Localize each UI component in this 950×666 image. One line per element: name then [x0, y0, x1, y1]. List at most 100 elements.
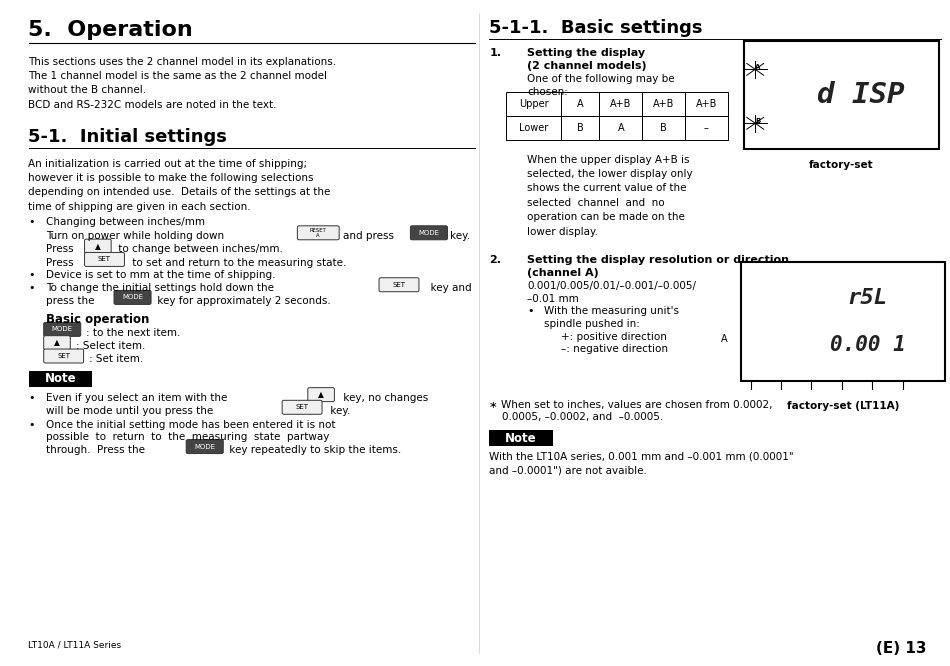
Text: key, no changes: key, no changes [340, 393, 428, 403]
Text: key for approximately 2 seconds.: key for approximately 2 seconds. [154, 296, 331, 306]
Text: (E) 13: (E) 13 [876, 641, 926, 656]
Text: One of the following may be: One of the following may be [527, 74, 674, 84]
Text: With the LT10A series, 0.001 mm and –0.001 mm (0.0001"
and –0.0001") are not ava: With the LT10A series, 0.001 mm and –0.0… [489, 452, 794, 476]
Bar [599, 92, 642, 116]
Bar [685, 116, 728, 140]
FancyBboxPatch shape [308, 388, 334, 402]
Bar [561, 92, 599, 116]
Text: will be mode until you press the: will be mode until you press the [46, 406, 213, 416]
FancyBboxPatch shape [489, 430, 553, 446]
Text: key repeatedly to skip the items.: key repeatedly to skip the items. [226, 445, 401, 455]
Text: An initialization is carried out at the time of shipping;
however it is possible: An initialization is carried out at the … [28, 159, 331, 212]
Text: SET: SET [295, 404, 309, 410]
FancyBboxPatch shape [44, 322, 81, 336]
FancyBboxPatch shape [44, 336, 70, 350]
Text: B: B [660, 123, 667, 133]
Text: Press: Press [46, 258, 73, 268]
Text: With the measuring unit's: With the measuring unit's [544, 306, 679, 316]
Text: Basic operation: Basic operation [46, 313, 149, 326]
Text: Even if you select an item with the: Even if you select an item with the [46, 393, 227, 403]
Text: A: A [618, 123, 624, 133]
Text: To change the initial settings hold down the: To change the initial settings hold down… [46, 283, 274, 293]
Bar [506, 92, 561, 116]
FancyBboxPatch shape [44, 349, 84, 363]
Text: to set and return to the measuring state.: to set and return to the measuring state… [129, 258, 347, 268]
Text: factory-set: factory-set [808, 160, 874, 170]
Text: to change between inches/mm.: to change between inches/mm. [115, 244, 283, 254]
Bar [685, 92, 728, 116]
Text: A+B: A+B [653, 99, 674, 109]
Text: A: A [578, 99, 583, 109]
FancyBboxPatch shape [282, 400, 322, 414]
Bar [744, 41, 939, 149]
FancyBboxPatch shape [114, 290, 151, 304]
FancyBboxPatch shape [85, 252, 124, 266]
Text: press the: press the [46, 296, 94, 306]
Text: 5.  Operation: 5. Operation [28, 20, 193, 40]
Text: Upper: Upper [519, 99, 549, 109]
Text: Note: Note [45, 372, 76, 386]
Text: •: • [527, 306, 534, 316]
Text: When the upper display A+B is
selected, the lower display only
shows the current: When the upper display A+B is selected, … [527, 155, 693, 236]
Text: (2 channel models): (2 channel models) [527, 61, 647, 71]
FancyBboxPatch shape [85, 239, 111, 253]
Text: ▲: ▲ [95, 242, 101, 250]
Text: 2.: 2. [489, 255, 502, 265]
Text: +: positive direction: +: positive direction [560, 332, 666, 342]
Text: •: • [28, 217, 35, 227]
Text: chosen:: chosen: [527, 87, 568, 97]
Text: Once the initial setting mode has been entered it is not: Once the initial setting mode has been e… [46, 420, 335, 430]
Text: through.  Press the: through. Press the [46, 445, 144, 455]
Text: Setting the display: Setting the display [527, 48, 645, 58]
Text: factory-set (LT11A): factory-set (LT11A) [787, 401, 900, 411]
Text: B: B [577, 123, 584, 133]
Text: LT10A / LT11A Series: LT10A / LT11A Series [28, 641, 122, 650]
Text: Note: Note [505, 432, 537, 445]
FancyBboxPatch shape [186, 440, 223, 454]
Text: 0.00 1: 0.00 1 [829, 336, 905, 356]
Text: MODE: MODE [122, 294, 143, 300]
Text: MODE: MODE [194, 444, 216, 450]
FancyBboxPatch shape [410, 226, 447, 240]
Text: RESET
A: RESET A [310, 228, 327, 238]
Text: SET: SET [98, 256, 111, 262]
Text: : to the next item.: : to the next item. [86, 328, 180, 338]
Text: –: – [704, 123, 709, 133]
Text: B: B [755, 119, 761, 125]
Text: 5-1-1.  Basic settings: 5-1-1. Basic settings [489, 19, 703, 37]
Text: ▲: ▲ [318, 390, 324, 399]
Text: key.: key. [327, 406, 351, 416]
Text: •: • [28, 393, 35, 403]
Text: : Set item.: : Set item. [89, 354, 143, 364]
Bar [642, 92, 685, 116]
Text: This sections uses the 2 channel model in its explanations.
The 1 channel model : This sections uses the 2 channel model i… [28, 57, 336, 110]
Text: –0.01 mm: –0.01 mm [527, 294, 579, 304]
Text: (channel A): (channel A) [527, 268, 599, 278]
Text: MODE: MODE [418, 230, 440, 236]
Text: Device is set to mm at the time of shipping.: Device is set to mm at the time of shipp… [46, 270, 276, 280]
Bar [741, 262, 945, 381]
Text: Changing between inches/mm: Changing between inches/mm [46, 217, 204, 227]
Text: •: • [28, 420, 35, 430]
Text: Press: Press [46, 244, 73, 254]
Text: •: • [28, 283, 35, 293]
Text: SET: SET [392, 282, 406, 288]
Text: 0.0005, –0.0002, and  –0.0005.: 0.0005, –0.0002, and –0.0005. [502, 412, 663, 422]
FancyBboxPatch shape [28, 371, 92, 387]
Text: MODE: MODE [51, 326, 73, 332]
Text: SET: SET [57, 353, 70, 359]
Text: 1.: 1. [489, 48, 502, 58]
Text: possible  to  return  to  the  measuring  state  partway: possible to return to the measuring stat… [46, 432, 329, 442]
Text: spindle pushed in:: spindle pushed in: [544, 319, 640, 329]
Text: Turn on power while holding down: Turn on power while holding down [46, 231, 224, 241]
Text: A+B: A+B [610, 99, 632, 109]
Bar [506, 116, 561, 140]
Bar [642, 116, 685, 140]
Text: Setting the display resolution or direction: Setting the display resolution or direct… [527, 255, 789, 265]
Bar [561, 116, 599, 140]
Text: •: • [28, 270, 35, 280]
FancyBboxPatch shape [297, 226, 339, 240]
Text: Lower: Lower [520, 123, 548, 133]
FancyBboxPatch shape [379, 278, 419, 292]
Text: 5-1.  Initial settings: 5-1. Initial settings [28, 128, 227, 146]
